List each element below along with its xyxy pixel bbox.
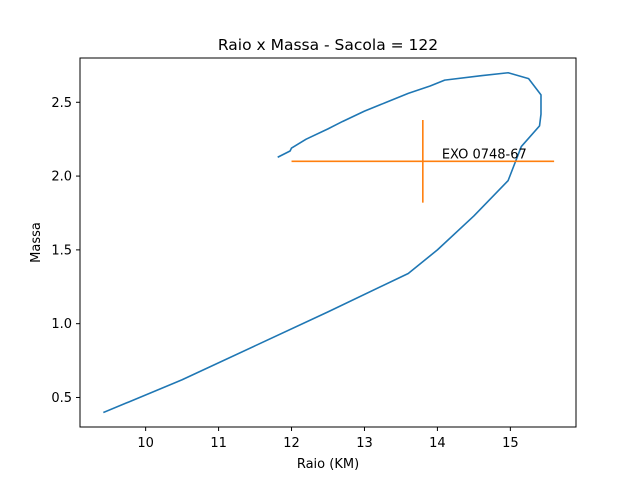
y-tick-label: 2.0: [51, 170, 72, 185]
x-tick-label: 13: [356, 436, 373, 451]
y-axis-label: Massa: [29, 222, 44, 263]
series-line-0: [103, 71, 542, 414]
y-tick-label: 1.0: [51, 317, 72, 332]
errorbar-annotation: EXO 0748-67: [442, 147, 527, 162]
x-axis-label: Raio (KM): [297, 457, 359, 472]
x-tick-label: 10: [137, 436, 154, 451]
series-layer: [103, 71, 542, 414]
x-tick-label: 14: [429, 436, 446, 451]
x-tick-label: 15: [502, 436, 519, 451]
errorbar-layer: [291, 119, 555, 203]
chart-title: Raio x Massa - Sacola = 122: [218, 36, 438, 54]
x-tick-label: 12: [283, 436, 300, 451]
y-tick-label: 0.5: [51, 391, 72, 406]
plot-frame: [79, 57, 577, 428]
y-axis-ticks: 0.5 1.0 1.5 2.0 2.5: [51, 96, 80, 406]
x-tick-label: 11: [210, 436, 227, 451]
y-tick-label: 2.5: [51, 96, 72, 111]
x-axis-ticks: 10 11 12 13 14 15: [137, 427, 519, 451]
y-tick-label: 1.5: [51, 243, 72, 258]
